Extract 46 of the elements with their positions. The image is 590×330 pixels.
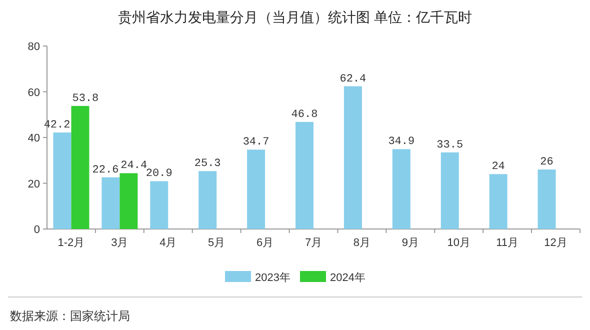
x-tick-label: 11月 — [496, 237, 519, 249]
x-tick-label: 6月 — [256, 237, 274, 249]
data-label: 25.3 — [194, 158, 221, 170]
bar — [538, 170, 556, 229]
bar — [440, 152, 459, 229]
bar — [489, 174, 508, 229]
x-tick-label: 5月 — [208, 237, 226, 249]
y-tick-label: 0 — [34, 224, 40, 236]
x-tick-label: 10月 — [447, 237, 470, 249]
bar — [344, 86, 362, 229]
source-note: 数据来源：国家统计局 — [10, 309, 130, 323]
bar — [296, 122, 314, 229]
data-label: 46.8 — [291, 108, 318, 121]
y-tick-label: 60 — [28, 86, 40, 99]
x-tick-label: 8月 — [353, 237, 371, 249]
legend-label: 2024年 — [330, 272, 366, 284]
data-label: 22.6 — [92, 164, 119, 176]
bar — [247, 150, 266, 229]
data-label: 34.7 — [242, 136, 270, 149]
data-label: 24 — [492, 161, 506, 174]
y-tick-label: 40 — [28, 132, 40, 144]
bar — [120, 173, 138, 229]
x-tick-label: 9月 — [402, 237, 419, 249]
x-tick-label: 7月 — [304, 237, 322, 249]
data-label: 20.9 — [146, 168, 172, 180]
data-label: 42.2 — [44, 119, 70, 132]
data-label: 53.8 — [72, 92, 99, 105]
data-label: 24.4 — [120, 160, 148, 172]
bar — [102, 177, 120, 229]
x-tick-label: 1-2月 — [58, 237, 85, 249]
data-label: 26 — [540, 156, 554, 169]
x-tick-label: 4月 — [160, 237, 177, 249]
data-label: 33.5 — [436, 139, 464, 152]
bar — [198, 171, 217, 229]
data-label: 34.9 — [388, 136, 415, 148]
data-label: 62.4 — [340, 73, 367, 86]
bar — [392, 149, 410, 229]
legend-label: 2023年 — [255, 272, 290, 284]
bar — [53, 132, 72, 229]
x-tick-label: 3月 — [111, 237, 128, 249]
chart-title: 贵州省水力发电量分月（当月值）统计图 单位：亿千瓦时 — [118, 9, 472, 25]
bar — [71, 106, 90, 229]
y-tick-label: 80 — [28, 41, 40, 53]
x-tick-label: 12月 — [544, 237, 568, 249]
y-tick-label: 20 — [28, 178, 40, 190]
bar — [150, 181, 168, 229]
